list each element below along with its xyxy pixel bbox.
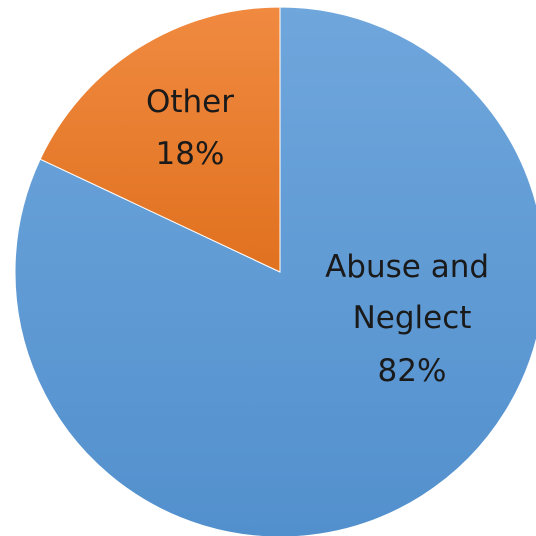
pie-slice-other bbox=[39, 6, 281, 273]
slice-value-other: 18% bbox=[156, 136, 225, 172]
slice-label-other: Other bbox=[146, 84, 234, 120]
slice-value-abuse-and-neglect: 82% bbox=[378, 353, 447, 389]
slice-label-abuse-and-neglect: Abuse and Neglect bbox=[325, 249, 499, 336]
pie-slice-abuse-and-neglect bbox=[14, 6, 536, 536]
